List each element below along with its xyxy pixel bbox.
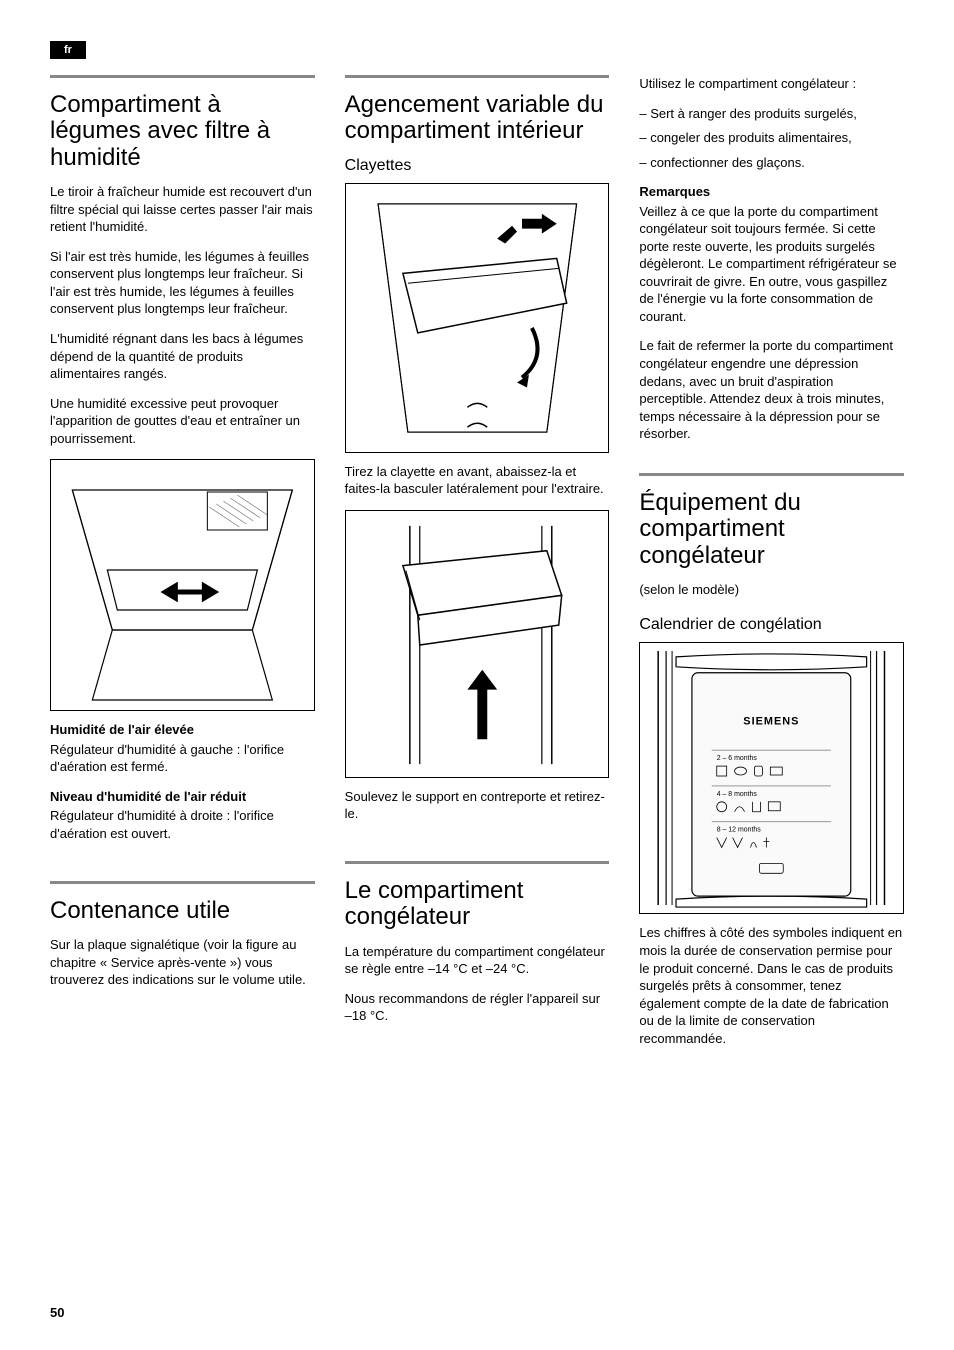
column-3: Utilisez le compartiment congélateur : S… — [639, 75, 904, 1059]
body-text: Nous recommandons de régler l'appareil s… — [345, 990, 610, 1025]
body-text: Si l'air est très humide, les légumes à … — [50, 248, 315, 318]
list-item: confectionner des glaçons. — [639, 154, 904, 173]
list-item: congeler des produits alimentaires, — [639, 129, 904, 148]
language-tab: fr — [50, 41, 86, 59]
column-1: Compartiment à légumes avec filtre à hum… — [50, 75, 315, 1059]
figure-caption: Les chiffres à côté des symboles indique… — [639, 924, 904, 1047]
body-text: Utilisez le compartiment congélateur : — [639, 75, 904, 93]
subheading-clayettes: Clayettes — [345, 157, 610, 175]
body-text: Le fait de refermer la porte du comparti… — [639, 337, 904, 442]
heading-agencement: Agencement variable du compartiment inté… — [345, 92, 610, 145]
heading-contenance-utile: Contenance utile — [50, 898, 315, 924]
section-rule — [345, 861, 610, 864]
body-text: Régulateur d'humidité à droite : l'orifi… — [50, 807, 315, 842]
heading-compartiment-legumes: Compartiment à légumes avec filtre à hum… — [50, 92, 315, 171]
heading-equipement-congelateur: Équipement du compartiment congélateur — [639, 490, 904, 569]
drawer-illustration-icon — [51, 460, 314, 710]
figure-freezing-calendar: SIEMENS 2 – 6 months 4 – 8 months — [639, 642, 904, 914]
section-rule — [345, 75, 610, 78]
label-humidity-low: Niveau d'humidité de l'air réduit — [50, 788, 315, 806]
body-text: L'humidité régnant dans les bacs à légum… — [50, 330, 315, 383]
remarques-label: Remarques — [639, 183, 904, 201]
section-rule — [50, 75, 315, 78]
figure-caption: Soulevez le support en contreporte et re… — [345, 788, 610, 823]
model-note: (selon le modèle) — [639, 581, 904, 599]
section-rule — [50, 881, 315, 884]
page-number: 50 — [50, 1305, 64, 1320]
figure-door-bin — [345, 510, 610, 778]
figure-humidity-drawer — [50, 459, 315, 711]
body-text: Sur la plaque signalétique (voir la figu… — [50, 936, 315, 989]
door-bin-illustration-icon — [346, 511, 609, 777]
bullet-list: Sert à ranger des produits surgelés, con… — [639, 105, 904, 174]
svg-text:2 – 6 months: 2 – 6 months — [717, 756, 758, 763]
heading-compartiment-congelateur: Le compartiment congélateur — [345, 878, 610, 931]
figure-caption: Tirez la clayette en avant, abaissez-la … — [345, 463, 610, 498]
label-humidity-high: Humidité de l'air élevée — [50, 721, 315, 739]
brand-text: SIEMENS — [744, 716, 800, 728]
svg-text:8 – 12 months: 8 – 12 months — [717, 827, 761, 834]
shelf-illustration-icon — [346, 184, 609, 452]
body-text: Une humidité excessive peut provoquer l'… — [50, 395, 315, 448]
body-text: Veillez à ce que la porte du compartimen… — [639, 203, 904, 326]
body-text: La température du compartiment congélate… — [345, 943, 610, 978]
figure-shelf-removal — [345, 183, 610, 453]
column-2: Agencement variable du compartiment inté… — [345, 75, 610, 1059]
body-text: Le tiroir à fraîcheur humide est recouve… — [50, 183, 315, 236]
calendar-illustration-icon: SIEMENS 2 – 6 months 4 – 8 months — [640, 643, 903, 913]
list-item: Sert à ranger des produits surgelés, — [639, 105, 904, 124]
subheading-calendrier: Calendrier de congélation — [639, 616, 904, 634]
body-text: Régulateur d'humidité à gauche : l'orifi… — [50, 741, 315, 776]
section-rule — [639, 473, 904, 476]
svg-text:4 – 8 months: 4 – 8 months — [717, 791, 758, 798]
page-columns: Compartiment à légumes avec filtre à hum… — [50, 75, 904, 1059]
